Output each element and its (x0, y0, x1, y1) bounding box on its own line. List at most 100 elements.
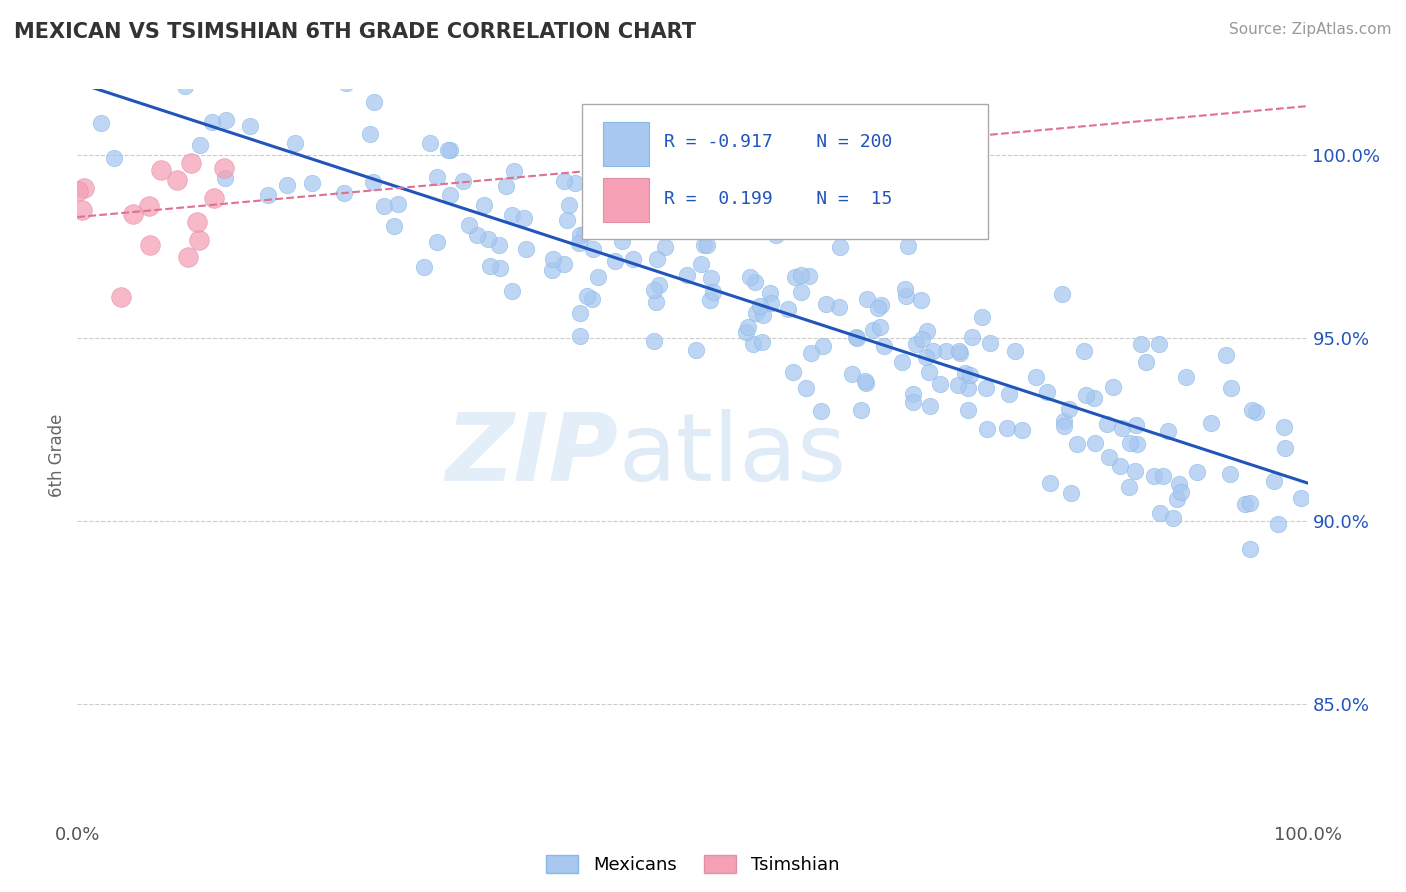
Point (745, 306, 768, 320)
Point (685, 343, 707, 357)
Point (439, 143, 461, 157)
Point (1004, 343, 1026, 358)
Point (1244, 405, 1267, 419)
Point (301, 177, 323, 191)
Point (1073, 344, 1095, 359)
Point (922, 343, 945, 358)
Point (1272, 420, 1295, 434)
Point (1166, 492, 1188, 507)
Point (212, 161, 235, 175)
Point (1170, 485, 1192, 500)
Point (920, 400, 942, 414)
Point (488, 237, 510, 252)
Point (959, 368, 981, 382)
Point (862, 323, 884, 337)
Point (541, 252, 564, 266)
Point (894, 288, 917, 302)
Point (683, 224, 706, 238)
Point (1152, 469, 1174, 483)
Text: atlas: atlas (619, 409, 846, 501)
Point (1174, 370, 1197, 384)
Point (845, 331, 868, 345)
Point (765, 227, 787, 242)
Point (1108, 458, 1130, 473)
Point (564, 176, 586, 190)
Point (1011, 423, 1033, 437)
Point (1066, 436, 1088, 450)
Point (1039, 476, 1062, 491)
Legend: Mexicans, Tsimshian: Mexicans, Tsimshian (538, 847, 846, 881)
Point (643, 283, 665, 297)
Point (811, 339, 834, 353)
Point (783, 269, 806, 284)
Point (911, 332, 934, 346)
Point (1025, 369, 1047, 384)
Point (1239, 495, 1261, 509)
Point (1098, 450, 1121, 465)
Point (1101, 380, 1123, 394)
Text: Source: ZipAtlas.com: Source: ZipAtlas.com (1229, 22, 1392, 37)
Point (73, 181, 96, 195)
Point (1053, 414, 1076, 428)
Point (1083, 392, 1105, 406)
Point (1215, 348, 1237, 362)
Text: R =  0.199    N =  15: R = 0.199 N = 15 (664, 190, 893, 208)
Point (995, 420, 1018, 434)
Point (553, 174, 575, 188)
Point (257, 187, 280, 202)
Point (477, 232, 499, 246)
Point (180, 156, 202, 170)
Point (1233, 497, 1256, 511)
Point (759, 194, 782, 209)
Point (558, 198, 581, 212)
Point (740, 270, 762, 285)
Point (1123, 464, 1146, 478)
Point (914, 351, 936, 365)
Point (800, 346, 823, 360)
Point (790, 268, 813, 282)
Point (1135, 355, 1157, 369)
Text: MEXICAN VS TSIMSHIAN 6TH GRADE CORRELATION CHART: MEXICAN VS TSIMSHIAN 6TH GRADE CORRELATI… (14, 22, 696, 42)
Point (841, 367, 863, 381)
Point (581, 292, 603, 306)
Point (412, 260, 434, 274)
Point (501, 208, 523, 222)
Point (1060, 486, 1083, 500)
Point (149, 163, 172, 178)
Point (501, 284, 523, 298)
Point (426, 170, 449, 185)
Point (1240, 402, 1263, 417)
Point (979, 336, 1001, 351)
Point (794, 381, 817, 395)
Point (572, 227, 595, 241)
Point (138, 198, 160, 212)
Point (737, 319, 759, 334)
Point (495, 179, 517, 194)
Point (917, 365, 939, 379)
Point (734, 325, 756, 339)
Point (190, 138, 212, 153)
Point (645, 252, 668, 267)
Point (997, 387, 1019, 401)
Point (361, 175, 384, 189)
Point (437, 144, 460, 158)
Point (201, 115, 224, 129)
Point (751, 334, 773, 349)
Point (1053, 418, 1076, 433)
Point (897, 239, 920, 253)
Point (830, 240, 852, 254)
Point (644, 295, 666, 310)
Point (948, 343, 970, 358)
Point (749, 299, 772, 313)
Point (648, 278, 671, 293)
Point (70, 202, 93, 217)
Point (1076, 388, 1098, 402)
Point (188, 233, 211, 247)
Point (166, 173, 188, 187)
Point (215, 112, 238, 127)
Point (910, 293, 932, 308)
Point (479, 259, 502, 273)
Point (568, 236, 591, 251)
Point (1157, 424, 1180, 438)
Point (333, 186, 356, 200)
